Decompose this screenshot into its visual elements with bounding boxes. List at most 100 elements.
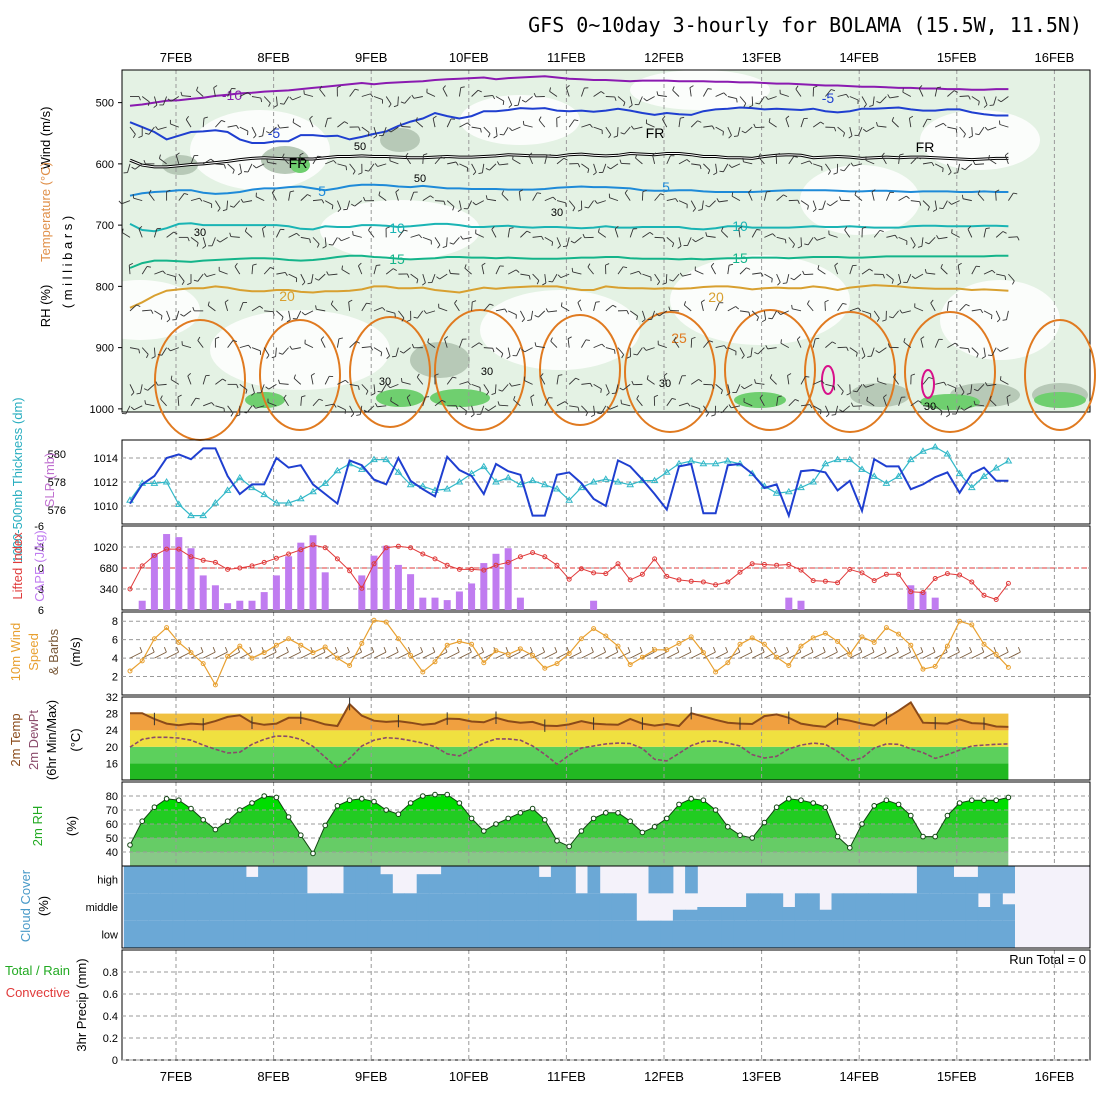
wind-barb: [646, 378, 655, 385]
wind-barb: [898, 236, 908, 242]
rh-point: [603, 810, 609, 816]
wind-barb-flag: [631, 380, 634, 385]
wind10-barb: [422, 651, 436, 659]
wind-barb-flag: [668, 306, 671, 311]
wind-barb: [910, 400, 919, 407]
wind-barb: [624, 126, 631, 135]
thickness-tick-578: 578: [48, 477, 66, 489]
wind-barb-flag: [213, 85, 218, 89]
cloud-low-bar: [306, 920, 320, 948]
rh-clear-area-8: [480, 290, 640, 370]
wind-barb: [507, 228, 511, 238]
wind-barb-flag: [654, 394, 659, 398]
wind-barb-flag: [411, 94, 415, 99]
cloud-high-bar: [416, 874, 430, 894]
wind-barb-flag: [279, 103, 285, 105]
li-point: [981, 592, 987, 598]
wind10-speed-point: [176, 639, 182, 645]
wind-barb: [825, 383, 835, 387]
wind-barb-flag: [912, 244, 916, 249]
li-point: [798, 567, 804, 573]
wind-barb: [494, 384, 497, 394]
wind-barb-flag: [315, 305, 317, 310]
wind-barb-flag: [930, 299, 934, 304]
wind10-barb-flag: [249, 646, 253, 653]
rh-point: [310, 850, 316, 857]
wind-barb: [325, 403, 335, 407]
wind-barb-flag: [1004, 275, 1007, 281]
wind-barb: [793, 273, 802, 281]
wind-barb-flag: [492, 348, 495, 353]
wind-barb-flag: [552, 196, 557, 201]
wind-barb-flag: [876, 122, 878, 127]
wind-barb: [148, 126, 155, 135]
cape-bar: [382, 545, 390, 610]
wind-barb-flag: [587, 168, 590, 174]
wind-barb: [959, 95, 969, 97]
wind-barb: [385, 347, 390, 357]
wind-barb-flag: [887, 343, 891, 348]
wind10-speed-point: [591, 626, 597, 632]
wind-barb-flag: [485, 195, 488, 200]
wind-barb: [983, 96, 988, 106]
wind-barb-flag: [232, 340, 237, 342]
wind-barb: [824, 405, 830, 415]
wind-barb-flag: [393, 105, 398, 108]
wind-barb-flag: [240, 198, 244, 203]
wind-barb: [518, 191, 521, 201]
wind-barb-flag: [787, 373, 792, 376]
wind-barb: [202, 375, 207, 385]
cloud-low-bar: [624, 920, 637, 948]
wind-barb: [373, 96, 383, 101]
wind-barb: [516, 347, 521, 356]
wind-barb-flag: [876, 101, 881, 104]
wind-barb-flag: [457, 209, 462, 212]
wind-barb: [304, 343, 314, 349]
thickness-point: [284, 499, 293, 506]
wind10-barb-flag: [420, 646, 424, 653]
wind-barb-flag: [147, 101, 150, 106]
wind-barb-flag: [740, 385, 745, 390]
wind10-speed-point: [578, 636, 584, 642]
wind-barb: [731, 405, 741, 409]
wind-barb-flag: [975, 133, 980, 136]
wind-barb: [556, 375, 559, 385]
wind-barb-flag: [509, 227, 514, 229]
wind-barb-flag: [899, 153, 904, 156]
wind10-barb: [971, 651, 985, 659]
wind-barb-flag: [707, 88, 712, 90]
upper-tick-label-700: 700: [96, 220, 114, 232]
wind-barb-flag: [338, 237, 342, 242]
isotherm-label-0: -10: [222, 87, 242, 103]
wind-barb: [142, 309, 152, 312]
wind10-speed-point: [554, 661, 560, 667]
wind-barb: [129, 384, 135, 393]
wind10-speed-point: [469, 641, 475, 647]
wind-barb: [843, 163, 851, 172]
cape-bar: [919, 591, 927, 610]
wind-barb-flag: [857, 307, 862, 312]
wind-barb-flag: [768, 317, 773, 320]
wind-barb-flag: [405, 152, 409, 157]
wind-barb: [769, 377, 777, 385]
rh-contour-label-2: 50: [414, 173, 426, 185]
li-tick-6: 6: [38, 605, 44, 617]
wind10-barb-flag: [822, 646, 826, 653]
isotherm-20: [129, 284, 1009, 309]
wind-barb: [974, 163, 985, 165]
cloud-middle-bar: [599, 893, 613, 921]
cloud-low-bar: [807, 920, 820, 948]
wind-barb-flag: [534, 315, 539, 318]
wind-barb-flag: [499, 133, 504, 136]
wind-barb: [898, 274, 902, 283]
wind-barb: [141, 266, 148, 275]
wind-barb: [727, 126, 732, 136]
wind-barb: [1008, 273, 1015, 282]
wind-barb-flag: [196, 242, 199, 247]
wind-barb-flag: [400, 101, 405, 104]
wind-barb-flag: [370, 346, 373, 351]
wind-barb: [690, 200, 696, 209]
wind-barb-flag: [382, 307, 386, 311]
wind-barb: [403, 347, 411, 354]
wind-barb: [588, 200, 594, 209]
